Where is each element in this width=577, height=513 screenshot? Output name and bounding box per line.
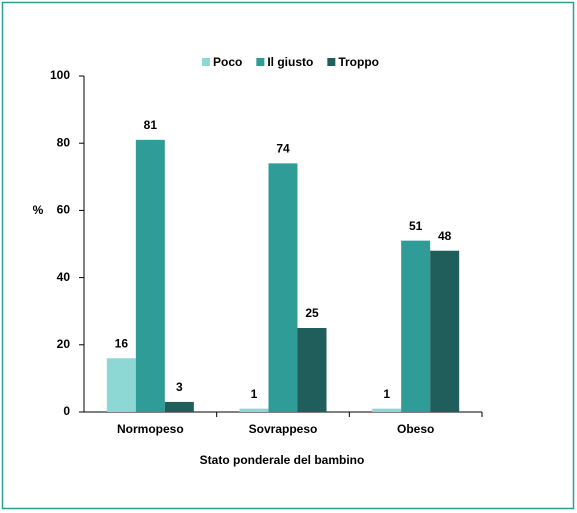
bar	[401, 240, 431, 412]
y-tick-label: 100	[50, 68, 70, 82]
legend-swatch	[202, 58, 210, 66]
x-tick-label: Sovrappeso	[249, 422, 318, 436]
bar	[106, 358, 136, 412]
y-axis-title: %	[33, 203, 44, 217]
value-label: 81	[144, 118, 158, 132]
value-label: 1	[383, 387, 390, 401]
legend-label: Il giusto	[267, 55, 313, 69]
bar	[297, 328, 327, 412]
legend-swatch	[256, 58, 265, 66]
bar	[239, 408, 269, 412]
value-label: 48	[438, 229, 452, 243]
value-label: 25	[305, 306, 319, 320]
y-tick-label: 20	[57, 337, 71, 351]
legend-label: Troppo	[338, 55, 379, 69]
value-label: 51	[409, 219, 423, 233]
legend-swatch	[327, 58, 336, 66]
value-label: 16	[115, 336, 129, 350]
legend-label: Poco	[213, 55, 242, 69]
bar	[164, 401, 194, 412]
bar	[135, 139, 165, 412]
value-label: 74	[276, 142, 290, 156]
bar	[430, 250, 460, 412]
y-tick-label: 80	[57, 135, 71, 149]
value-label: 3	[176, 380, 183, 394]
x-tick-label: Obeso	[397, 422, 434, 436]
value-label: 1	[251, 387, 258, 401]
x-axis-title: Stato ponderale del bambino	[200, 453, 365, 467]
x-tick-label: Normopeso	[117, 422, 184, 436]
bar	[372, 408, 402, 412]
y-tick-label: 0	[63, 404, 70, 418]
y-tick-label: 60	[57, 203, 71, 217]
bar	[268, 163, 298, 412]
y-tick-label: 40	[57, 270, 71, 284]
